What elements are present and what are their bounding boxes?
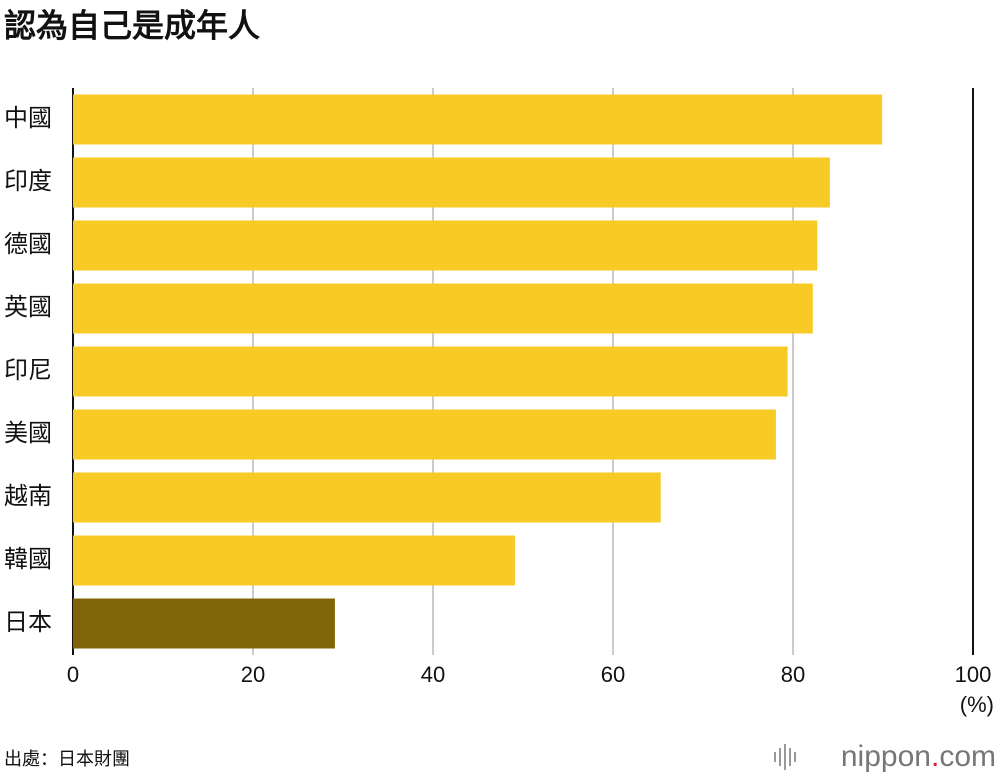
x-tick-label: 40 (421, 662, 445, 687)
bar (73, 535, 515, 586)
bar (73, 283, 813, 334)
y-tick-label: 印尼 (4, 357, 52, 384)
x-tick-label: 100 (955, 662, 992, 687)
brand: nippon.com (841, 740, 996, 773)
x-tick-label: 0 (67, 662, 79, 687)
chart-title: 認為自己是成年人 (4, 7, 260, 43)
y-tick-label: 越南 (4, 483, 52, 510)
brand-part: com (939, 740, 996, 773)
bar (73, 220, 818, 271)
x-tick-label: 20 (241, 662, 265, 687)
x-tick-label: 80 (781, 662, 805, 687)
y-tick-label: 德國 (4, 231, 52, 258)
unit-label: (%) (960, 692, 994, 717)
source: 出處：日本財團 (4, 749, 130, 769)
bar (73, 472, 661, 523)
y-tick-label: 美國 (4, 420, 52, 447)
bar (73, 157, 830, 208)
bar (73, 409, 776, 460)
y-tick-label: 韓國 (4, 546, 52, 573)
bar (73, 346, 788, 397)
y-tick-label: 印度 (4, 168, 52, 195)
brand-icon (774, 744, 796, 770)
y-tick-label: 日本 (4, 609, 52, 636)
brand-part: nippon (841, 740, 931, 773)
y-tick-label: 英國 (4, 294, 52, 321)
brand-dot: . (931, 740, 939, 773)
y-tick-label: 中國 (4, 105, 52, 132)
bar (73, 94, 883, 145)
x-tick-label: 60 (601, 662, 625, 687)
bar (73, 598, 335, 649)
